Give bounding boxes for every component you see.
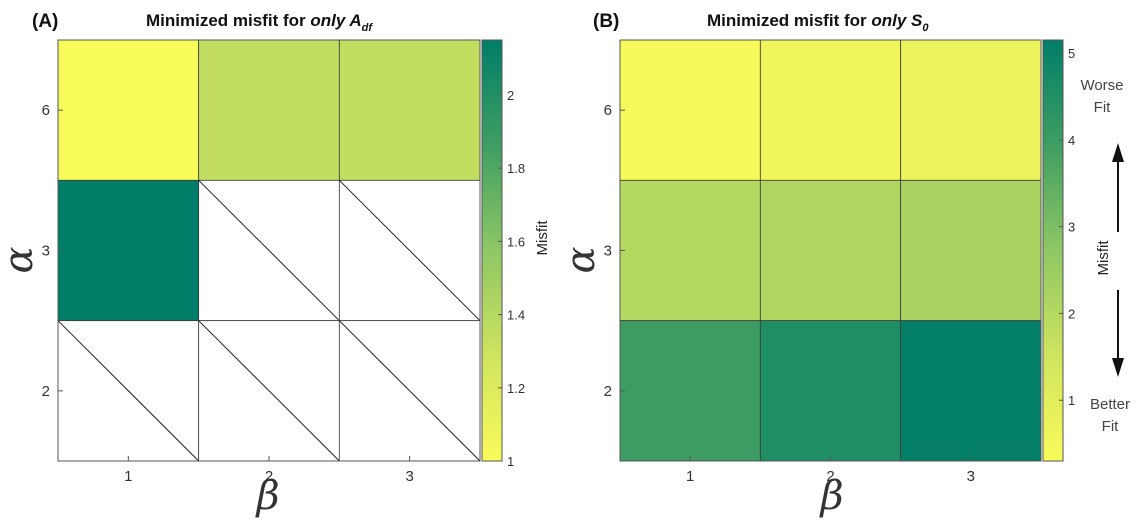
x-tick-label-a-1: 2 (265, 468, 273, 485)
colorbar-tick-label-a-3: 1.6 (507, 234, 525, 249)
panel-label-a: (A) (32, 11, 58, 32)
y-tick-label-a-0: 6 (42, 102, 50, 119)
missing-diagonal-a-r2-c0 (57, 320, 200, 462)
arrow-up-head (1112, 143, 1124, 162)
y-axis-label-a: α (0, 246, 42, 273)
chart-title-b-sub: 0 (922, 22, 929, 34)
colorbar-label-a: Misfit (534, 220, 551, 256)
x-tick-label-b-2: 3 (967, 468, 975, 485)
plots-layer: 1 2 3 6 3 2 1 1.2 1.4 1.6 1.8 2 1 2 3 6 3 2 1 2 3 4 5 (42, 39, 1075, 485)
chart-title-a-sub: df (362, 22, 374, 34)
colorbar-tick-label-b-1: 2 (1068, 306, 1075, 321)
missing-diagonal-a-r1-c1 (198, 179, 340, 322)
y-tick-label-b-1: 3 (604, 243, 612, 260)
x-tick-label-a-0: 1 (124, 468, 132, 485)
y-tick-label-a-2: 2 (42, 383, 50, 400)
missing-diagonal-a-r1-c2 (338, 179, 481, 322)
heatmap-cell-b-r0-c1 (759, 39, 902, 181)
x-axis-label-b: β (818, 473, 843, 519)
heatmap-cell-a-r0-c2 (338, 39, 481, 181)
y-tick-label-b-2: 2 (604, 383, 612, 400)
heatmap-cell-a-r1-c0 (57, 179, 200, 322)
heatmap-cell-b-r2-c2 (900, 320, 1042, 462)
annotation-worse: Worse (1080, 77, 1123, 94)
heatmap-cell-a-r0-c0 (57, 39, 200, 181)
heatmap-cell-b-r0-c0 (619, 39, 761, 181)
annotation-better-fit: Fit (1102, 418, 1119, 435)
x-axis-label-a: β (254, 473, 279, 519)
colorbar-b (1042, 39, 1064, 462)
chart-title-a-italic: only A (310, 11, 361, 30)
x-tick-label-b-1: 2 (826, 468, 834, 485)
arrow-down-head (1112, 358, 1124, 377)
heatmap-cell-b-r2-c0 (619, 320, 761, 462)
chart-title-b-italic: only S (871, 11, 923, 30)
colorbar-tick-label-a-5: 2 (507, 88, 514, 103)
heatmap-cell-b-r1-c1 (759, 179, 902, 322)
chart-title-a-main: Minimized misfit for (146, 11, 310, 30)
colorbar-tick-label-b-3: 4 (1068, 133, 1075, 148)
colorbar-tick-label-b-0: 1 (1068, 393, 1075, 408)
heatmap-cell-b-r0-c2 (900, 39, 1042, 181)
y-axis-label-b: α (558, 246, 604, 273)
colorbar-tick-label-a-0: 1 (507, 454, 514, 469)
y-tick-label-b-0: 6 (604, 102, 612, 119)
missing-diagonal-a-r2-c2 (338, 320, 481, 462)
heatmap-cell-b-r1-c2 (900, 179, 1042, 322)
heatmap-cell-a-r0-c1 (198, 39, 340, 181)
colorbar-tick-label-a-1: 1.2 (507, 381, 525, 396)
colorbar-tick-label-b-4: 5 (1068, 46, 1075, 61)
chart-title-a: Minimized misfit for only Adf (146, 11, 373, 34)
heatmap-cell-b-r2-c1 (759, 320, 902, 462)
missing-diagonal-a-r2-c1 (198, 320, 340, 462)
panel-label-b: (B) (593, 11, 619, 32)
chart-title-b: Minimized misfit for only S0 (707, 11, 929, 34)
colorbar-label-b: Misfit (1095, 240, 1112, 276)
colorbar-tick-label-a-4: 1.8 (507, 161, 525, 176)
annotation-worse-fit: Fit (1094, 99, 1111, 116)
heatmap-cell-b-r1-c0 (619, 179, 761, 322)
colorbar-tick-label-b-2: 3 (1068, 220, 1075, 235)
annotation-better: Better (1090, 396, 1130, 413)
y-tick-label-a-1: 3 (42, 243, 50, 260)
chart-title-b-main: Minimized misfit for (707, 11, 871, 30)
x-tick-label-a-2: 3 (405, 468, 413, 485)
colorbar-a (481, 39, 503, 462)
x-tick-label-b-0: 1 (686, 468, 694, 485)
colorbar-tick-label-a-2: 1.4 (507, 308, 525, 323)
